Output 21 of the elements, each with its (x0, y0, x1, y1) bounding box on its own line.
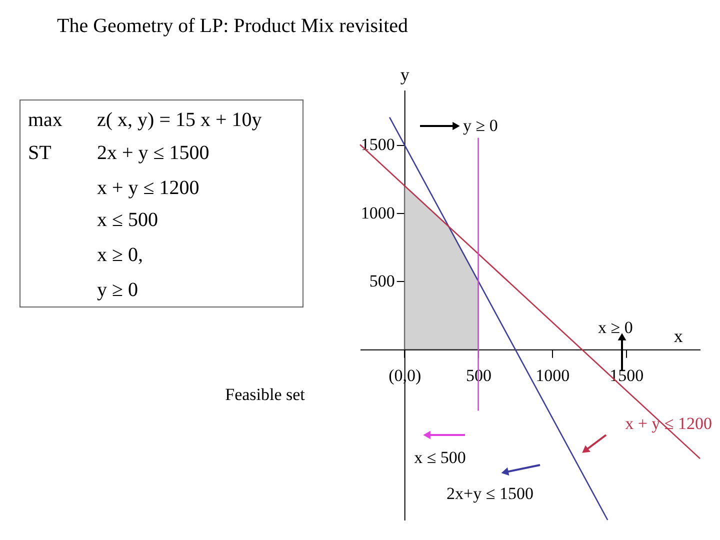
y-tick-label: 1000 (360, 203, 395, 222)
text: x ≥ 0, (97, 244, 143, 266)
chart-title: The Geometry of LP: Product Mix revisited (57, 15, 408, 37)
annotation: y ≥ 0 (463, 116, 498, 135)
x-axis-title: x (674, 326, 683, 346)
text: x + y ≤ 1200 (97, 177, 200, 199)
annotation: x ≤ 500 (414, 448, 466, 467)
text: 2x + y ≤ 1500 (97, 142, 210, 164)
y-axis-title: y (400, 64, 410, 84)
text: max (28, 109, 62, 131)
text: ST (28, 142, 52, 164)
y-tick-label: 500 (369, 272, 395, 291)
x-tick-label: 1000 (536, 366, 570, 385)
y-tick-label: 1500 (360, 135, 395, 154)
text: z( x, y) = 15 x + 10y (97, 109, 262, 131)
text: y ≥ 0 (97, 279, 138, 301)
text: Feasible set (225, 385, 306, 404)
annotation: 2x+y ≤ 1500 (446, 484, 534, 503)
annotation: x ≥ 0 (598, 318, 633, 337)
text: x ≤ 500 (97, 209, 158, 231)
x-tick-label: 1500 (610, 366, 644, 385)
